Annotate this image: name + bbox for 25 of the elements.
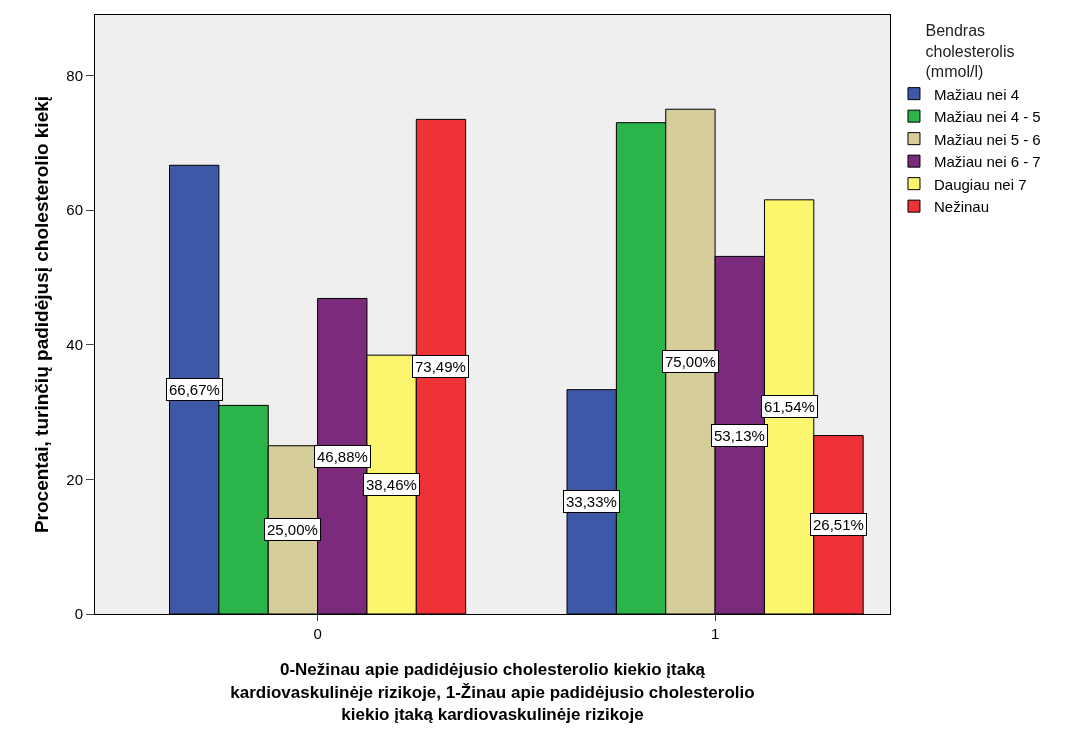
legend-label: Mažiau nei 5 - 6 <box>933 130 1041 148</box>
data-label: 25,00% <box>267 521 318 538</box>
legend-title: Bendras cholesterolis (mmol/l) <box>925 21 1015 81</box>
y-tick-label: 0 <box>74 605 83 623</box>
data-label: 75,00% <box>665 353 716 370</box>
legend-label: Daugiau nei 7 <box>933 175 1027 193</box>
data-label: 73,49% <box>415 358 466 375</box>
legend-label: Mažiau nei 4 <box>933 85 1020 103</box>
x-tick-label: 1 <box>710 625 720 642</box>
y-tick-label: 40 <box>66 336 83 354</box>
data-label: 38,46% <box>366 476 417 493</box>
x-axis-title: 0-Nežinau apie padidėjusio cholesterolio kiekio įtaką kardiovaskulinėje rizikoje, 1-Žinau apie padidėjusio cholesterolio kiekio įtaką kardiovaskulinėje rizikoje <box>230 660 755 724</box>
data-label: 53,13% <box>714 427 765 444</box>
data-label: 33,33% <box>566 493 617 510</box>
y-axis-title: Procentai, turinčių padidėjusį cholesterolio kiekį <box>31 95 53 534</box>
y-tick-label: 80 <box>66 66 83 84</box>
legend-label: Nežinau <box>933 198 990 215</box>
data-label: 66,67% <box>169 381 220 398</box>
y-tick-label: 60 <box>66 201 83 219</box>
data-label: 61,54% <box>764 398 815 415</box>
legend-label: Mažiau nei 4 - 5 <box>933 108 1041 125</box>
data-label: 26,51% <box>813 516 864 533</box>
data-label: 46,88% <box>317 448 368 465</box>
y-tick-label: 20 <box>66 470 83 488</box>
legend-label: Mažiau nei 6 - 7 <box>933 153 1041 170</box>
